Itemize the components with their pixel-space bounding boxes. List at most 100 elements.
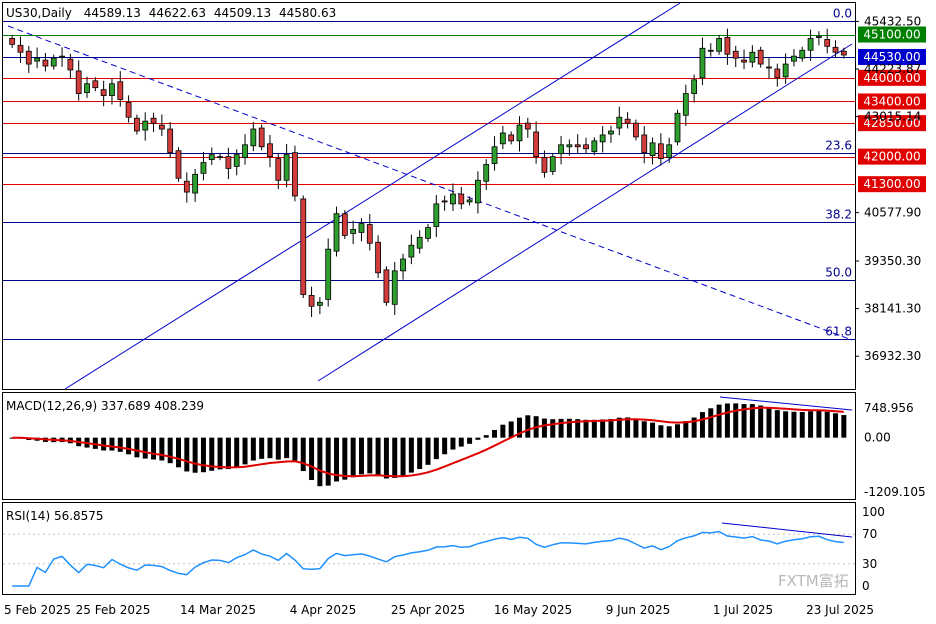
candle[interactable] [633, 119, 639, 141]
dashed-trendline[interactable] [7, 25, 853, 341]
candle[interactable] [674, 109, 681, 146]
macd-divergence-line[interactable] [719, 396, 853, 411]
candle[interactable] [757, 46, 764, 68]
candle[interactable] [533, 121, 540, 164]
candle[interactable] [391, 261, 398, 315]
candle[interactable] [308, 286, 315, 317]
level-tag-2[interactable] [858, 69, 926, 86]
candle[interactable] [9, 34, 16, 48]
candle[interactable] [50, 54, 57, 70]
candle[interactable] [724, 28, 731, 65]
candle[interactable] [375, 235, 381, 279]
candle[interactable] [150, 112, 157, 132]
level-tag-1[interactable] [858, 48, 926, 65]
candle[interactable] [100, 80, 107, 107]
candle[interactable] [616, 106, 623, 136]
candle[interactable] [283, 144, 290, 188]
candle[interactable] [333, 206, 340, 257]
candle[interactable] [325, 238, 332, 307]
level-tag-3[interactable] [858, 93, 926, 110]
candle[interactable] [25, 45, 32, 73]
candle[interactable] [250, 121, 257, 152]
candle[interactable] [583, 137, 589, 155]
candle[interactable] [799, 46, 806, 62]
candle[interactable] [217, 153, 223, 161]
candle[interactable] [741, 49, 747, 70]
candle[interactable] [258, 124, 265, 151]
candle[interactable] [92, 77, 99, 92]
candle[interactable] [682, 84, 689, 126]
candle[interactable] [541, 150, 548, 178]
candle[interactable] [508, 131, 515, 145]
rsi-panel[interactable] [2, 502, 856, 595]
candle[interactable] [657, 133, 664, 166]
level-tag-5[interactable] [858, 148, 926, 165]
candle[interactable] [233, 149, 240, 176]
candle[interactable] [292, 145, 298, 202]
candle[interactable] [34, 47, 41, 69]
candle[interactable] [350, 220, 357, 245]
candle[interactable] [491, 136, 498, 171]
candle[interactable] [499, 125, 506, 150]
candle[interactable] [450, 183, 456, 211]
candle[interactable] [774, 63, 781, 87]
candle[interactable] [167, 121, 174, 158]
candle[interactable] [608, 125, 614, 143]
candle[interactable] [466, 196, 473, 206]
channel-upper-line[interactable] [64, 2, 681, 390]
candle[interactable] [566, 139, 573, 156]
candle[interactable] [117, 71, 124, 107]
candle[interactable] [749, 45, 756, 68]
candle[interactable] [175, 147, 182, 182]
candle[interactable] [524, 117, 531, 138]
candle[interactable] [183, 172, 190, 203]
candle[interactable] [400, 253, 406, 280]
candle[interactable] [475, 171, 481, 214]
candle[interactable] [691, 74, 698, 103]
candle[interactable] [267, 134, 273, 168]
candle[interactable] [666, 137, 673, 163]
candle[interactable] [441, 195, 448, 211]
candle[interactable] [59, 47, 65, 67]
candle[interactable] [599, 126, 606, 153]
candle[interactable] [624, 112, 631, 129]
candle[interactable] [192, 169, 199, 202]
level-tag-6[interactable] [858, 176, 926, 193]
candle[interactable] [84, 76, 90, 98]
candle[interactable] [815, 31, 822, 46]
candle[interactable] [17, 36, 24, 63]
candle[interactable] [142, 112, 149, 141]
candle[interactable] [208, 147, 215, 165]
candle[interactable] [716, 34, 722, 55]
candle[interactable] [200, 151, 207, 181]
candle[interactable] [832, 40, 839, 58]
candle[interactable] [782, 53, 789, 84]
candle[interactable] [366, 213, 373, 251]
main-chart-panel[interactable] [2, 2, 856, 390]
level-tag-0[interactable] [858, 26, 926, 43]
candle[interactable] [807, 29, 814, 61]
candle[interactable] [225, 147, 232, 180]
candle[interactable] [42, 53, 49, 72]
candle[interactable] [766, 58, 772, 79]
candle[interactable] [383, 266, 390, 306]
candle[interactable] [483, 159, 490, 191]
candle[interactable] [358, 218, 365, 242]
candle[interactable] [109, 78, 115, 105]
candle[interactable] [558, 135, 564, 165]
candle[interactable] [134, 114, 140, 135]
candle[interactable] [574, 134, 581, 154]
candle[interactable] [300, 195, 307, 299]
candle[interactable] [649, 137, 656, 165]
candle[interactable] [549, 153, 556, 175]
rsi-divergence-line[interactable] [721, 522, 853, 538]
candle[interactable] [425, 223, 431, 242]
candle[interactable] [275, 153, 282, 190]
candle[interactable] [75, 60, 82, 101]
candle[interactable] [242, 134, 248, 165]
candle[interactable] [516, 116, 523, 152]
candle[interactable] [824, 28, 831, 54]
candle[interactable] [732, 45, 739, 68]
candle[interactable] [416, 230, 423, 254]
